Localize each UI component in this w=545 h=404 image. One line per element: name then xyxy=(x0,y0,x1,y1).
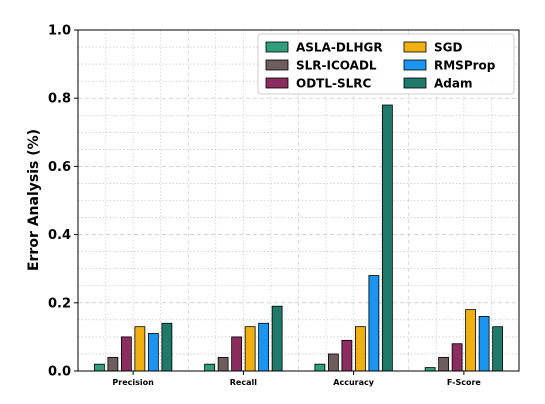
legend-swatch xyxy=(403,59,427,71)
y-tick-label: 0.4 xyxy=(48,228,71,243)
bar-sgd-recall xyxy=(244,326,256,372)
legend-swatch xyxy=(403,77,427,89)
legend-label: SGD xyxy=(434,41,462,55)
bar-asla-dlhgr-precision xyxy=(93,363,105,372)
bar-sgd-precision xyxy=(134,326,146,372)
legend-label: ODTL-SLRC xyxy=(296,77,372,91)
bar-slr-icoadl-recall xyxy=(217,356,229,372)
bar-adam-accuracy xyxy=(381,104,393,372)
legend-swatch xyxy=(265,41,289,53)
bar-adam-recall xyxy=(271,305,283,372)
bar-rmsprop-precision xyxy=(147,333,159,372)
bar-odtl-slrc-recall xyxy=(231,336,243,372)
bar-sgd-f-score xyxy=(465,309,477,372)
bar-odtl-slrc-precision xyxy=(120,336,132,372)
y-tick-label: 1.0 xyxy=(48,24,71,39)
y-axis-title: Error Analysis (%) xyxy=(26,129,42,271)
bar-rmsprop-accuracy xyxy=(368,275,380,372)
legend-label: ASLA-DLHGR xyxy=(296,41,383,55)
bar-rmsprop-recall xyxy=(258,322,270,372)
x-tick-label: F-Score xyxy=(447,378,481,387)
bar-sgd-accuracy xyxy=(354,326,366,372)
legend-box xyxy=(257,33,515,95)
legend-swatch xyxy=(265,77,289,89)
bar-odtl-slrc-f-score xyxy=(451,343,463,372)
y-tick-label: 0.2 xyxy=(48,296,71,311)
bar-asla-dlhgr-recall xyxy=(204,363,216,372)
bar-adam-f-score xyxy=(492,326,504,372)
x-tick-label: Accuracy xyxy=(333,378,374,387)
x-tick-label: Recall xyxy=(230,378,257,387)
legend-label: Adam xyxy=(434,77,472,91)
y-tick-label: 0.8 xyxy=(48,92,71,107)
bar-asla-dlhgr-f-score xyxy=(424,367,436,372)
bar-adam-precision xyxy=(161,322,173,372)
bar-slr-icoadl-accuracy xyxy=(327,353,339,372)
bar-slr-icoadl-f-score xyxy=(438,356,450,372)
bar-slr-icoadl-precision xyxy=(107,356,119,372)
bar-rmsprop-f-score xyxy=(478,316,490,372)
legend-label: SLR-ICOADL xyxy=(296,59,377,73)
y-tick-label: 0.6 xyxy=(48,160,71,175)
legend-swatch xyxy=(403,41,427,53)
legend-swatch xyxy=(265,59,289,71)
bar-odtl-slrc-accuracy xyxy=(341,339,353,372)
bar-asla-dlhgr-accuracy xyxy=(314,363,326,372)
legend: ASLA-DLHGR SLR-ICOADL ODTL-SLRC SGD RMSProp A… xyxy=(257,33,515,95)
x-tick-label: Precision xyxy=(112,378,154,387)
legend-label: RMSProp xyxy=(434,59,496,73)
y-tick-label: 0.0 xyxy=(48,365,71,380)
axis-ticks: 0.0 0.2 0.4 0.6 0.8 1.0 Precision Recall Accurac… xyxy=(48,24,481,388)
plot-area-frame xyxy=(77,29,520,372)
